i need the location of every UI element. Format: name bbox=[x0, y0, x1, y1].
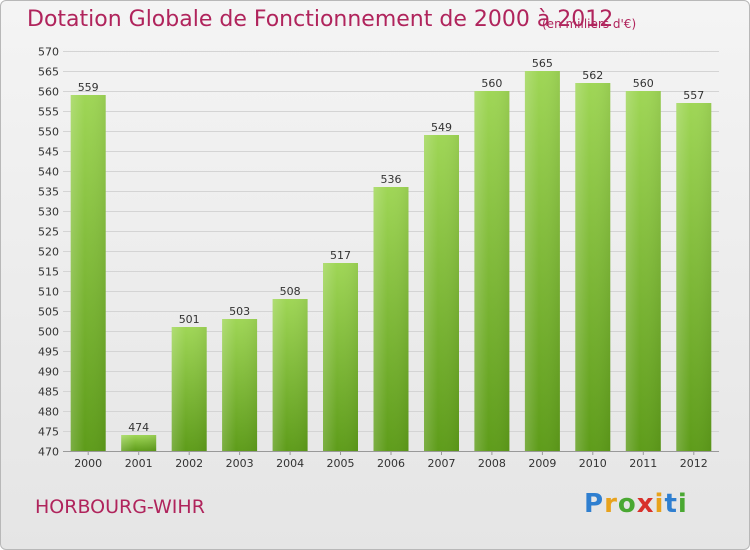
y-tick-label: 490 bbox=[38, 366, 59, 379]
y-tick-label: 495 bbox=[38, 346, 59, 359]
y-axis-ticks: 470 475 480 485 490 495 500 505 510 515 520 525 530 5… bbox=[38, 46, 59, 459]
chart-subtitle: (en milliers d'€) bbox=[542, 17, 637, 31]
x-tick-label-2009: 2009 bbox=[528, 457, 556, 470]
y-tick-label: 520 bbox=[38, 246, 59, 259]
value-label-2003: 503 bbox=[229, 305, 250, 318]
bar-shine-2009 bbox=[524, 71, 560, 451]
value-label-2005: 517 bbox=[330, 249, 351, 262]
y-tick-label: 505 bbox=[38, 306, 59, 319]
y-tick-label: 475 bbox=[38, 426, 59, 439]
y-tick-label: 515 bbox=[38, 266, 59, 279]
y-tick-label: 570 bbox=[38, 46, 59, 59]
x-tick-label-2005: 2005 bbox=[327, 457, 355, 470]
value-label-2008: 560 bbox=[481, 77, 502, 90]
bar-shine-2003 bbox=[222, 319, 258, 451]
value-label-2010: 562 bbox=[582, 69, 603, 82]
x-axis-ticks: 2000 2001 2002 2003 2004 2005 2006 2007 2008 2009… bbox=[74, 451, 708, 470]
value-label-2001: 474 bbox=[128, 421, 149, 434]
y-tick-label: 485 bbox=[38, 386, 59, 399]
y-tick-label: 540 bbox=[38, 166, 59, 179]
value-label-2007: 549 bbox=[431, 121, 452, 134]
y-tick-label: 470 bbox=[38, 446, 59, 459]
x-tick-label-2003: 2003 bbox=[226, 457, 254, 470]
x-tick-label-2012: 2012 bbox=[680, 457, 708, 470]
x-tick-label-2007: 2007 bbox=[428, 457, 456, 470]
y-tick-label: 510 bbox=[38, 286, 59, 299]
x-tick-label-2004: 2004 bbox=[276, 457, 304, 470]
value-label-2002: 501 bbox=[179, 313, 200, 326]
x-tick-label-2000: 2000 bbox=[74, 457, 102, 470]
y-tick-label: 565 bbox=[38, 66, 59, 79]
bar-shine-2000 bbox=[70, 95, 106, 451]
y-tick-label: 560 bbox=[38, 86, 59, 99]
bar-shine-2004 bbox=[272, 299, 308, 451]
bar-shine-2008 bbox=[474, 91, 510, 451]
bar-shine-2011 bbox=[625, 91, 661, 451]
bar-shine-2010 bbox=[575, 83, 611, 451]
value-label-2000: 559 bbox=[78, 81, 99, 94]
value-label-2012: 557 bbox=[683, 89, 704, 102]
y-tick-label: 530 bbox=[38, 206, 59, 219]
bar-shine-2001 bbox=[121, 435, 157, 451]
chart-title: Dotation Globale de Fonctionnement de 20… bbox=[27, 7, 614, 32]
x-tick-label-2002: 2002 bbox=[175, 457, 203, 470]
y-tick-label: 545 bbox=[38, 146, 59, 159]
x-tick-label-2011: 2011 bbox=[629, 457, 657, 470]
bar-shine-2006 bbox=[373, 187, 409, 451]
y-tick-label: 500 bbox=[38, 326, 59, 339]
bars: 559 474 501 503 508 517 536 549 560 565 562 560 557 bbox=[70, 57, 712, 451]
y-tick-label: 525 bbox=[38, 226, 59, 239]
value-label-2011: 560 bbox=[633, 77, 654, 90]
y-tick-label: 535 bbox=[38, 186, 59, 199]
value-label-2009: 565 bbox=[532, 57, 553, 70]
bar-shine-2012 bbox=[676, 103, 712, 451]
y-tick-label: 555 bbox=[38, 106, 59, 119]
y-tick-label: 550 bbox=[38, 126, 59, 139]
x-tick-label-2008: 2008 bbox=[478, 457, 506, 470]
proxiti-logo[interactable]: Proxiti bbox=[584, 489, 688, 519]
x-tick-label-2010: 2010 bbox=[579, 457, 607, 470]
bar-shine-2007 bbox=[424, 135, 459, 451]
value-label-2006: 536 bbox=[381, 173, 402, 186]
bar-shine-2005 bbox=[323, 263, 358, 451]
city-name: HORBOURG-WIHR bbox=[35, 496, 205, 518]
x-tick-label-2001: 2001 bbox=[125, 457, 153, 470]
value-label-2004: 508 bbox=[280, 285, 301, 298]
bar-shine-2002 bbox=[171, 327, 207, 451]
y-tick-label: 480 bbox=[38, 406, 59, 419]
x-tick-label-2006: 2006 bbox=[377, 457, 405, 470]
